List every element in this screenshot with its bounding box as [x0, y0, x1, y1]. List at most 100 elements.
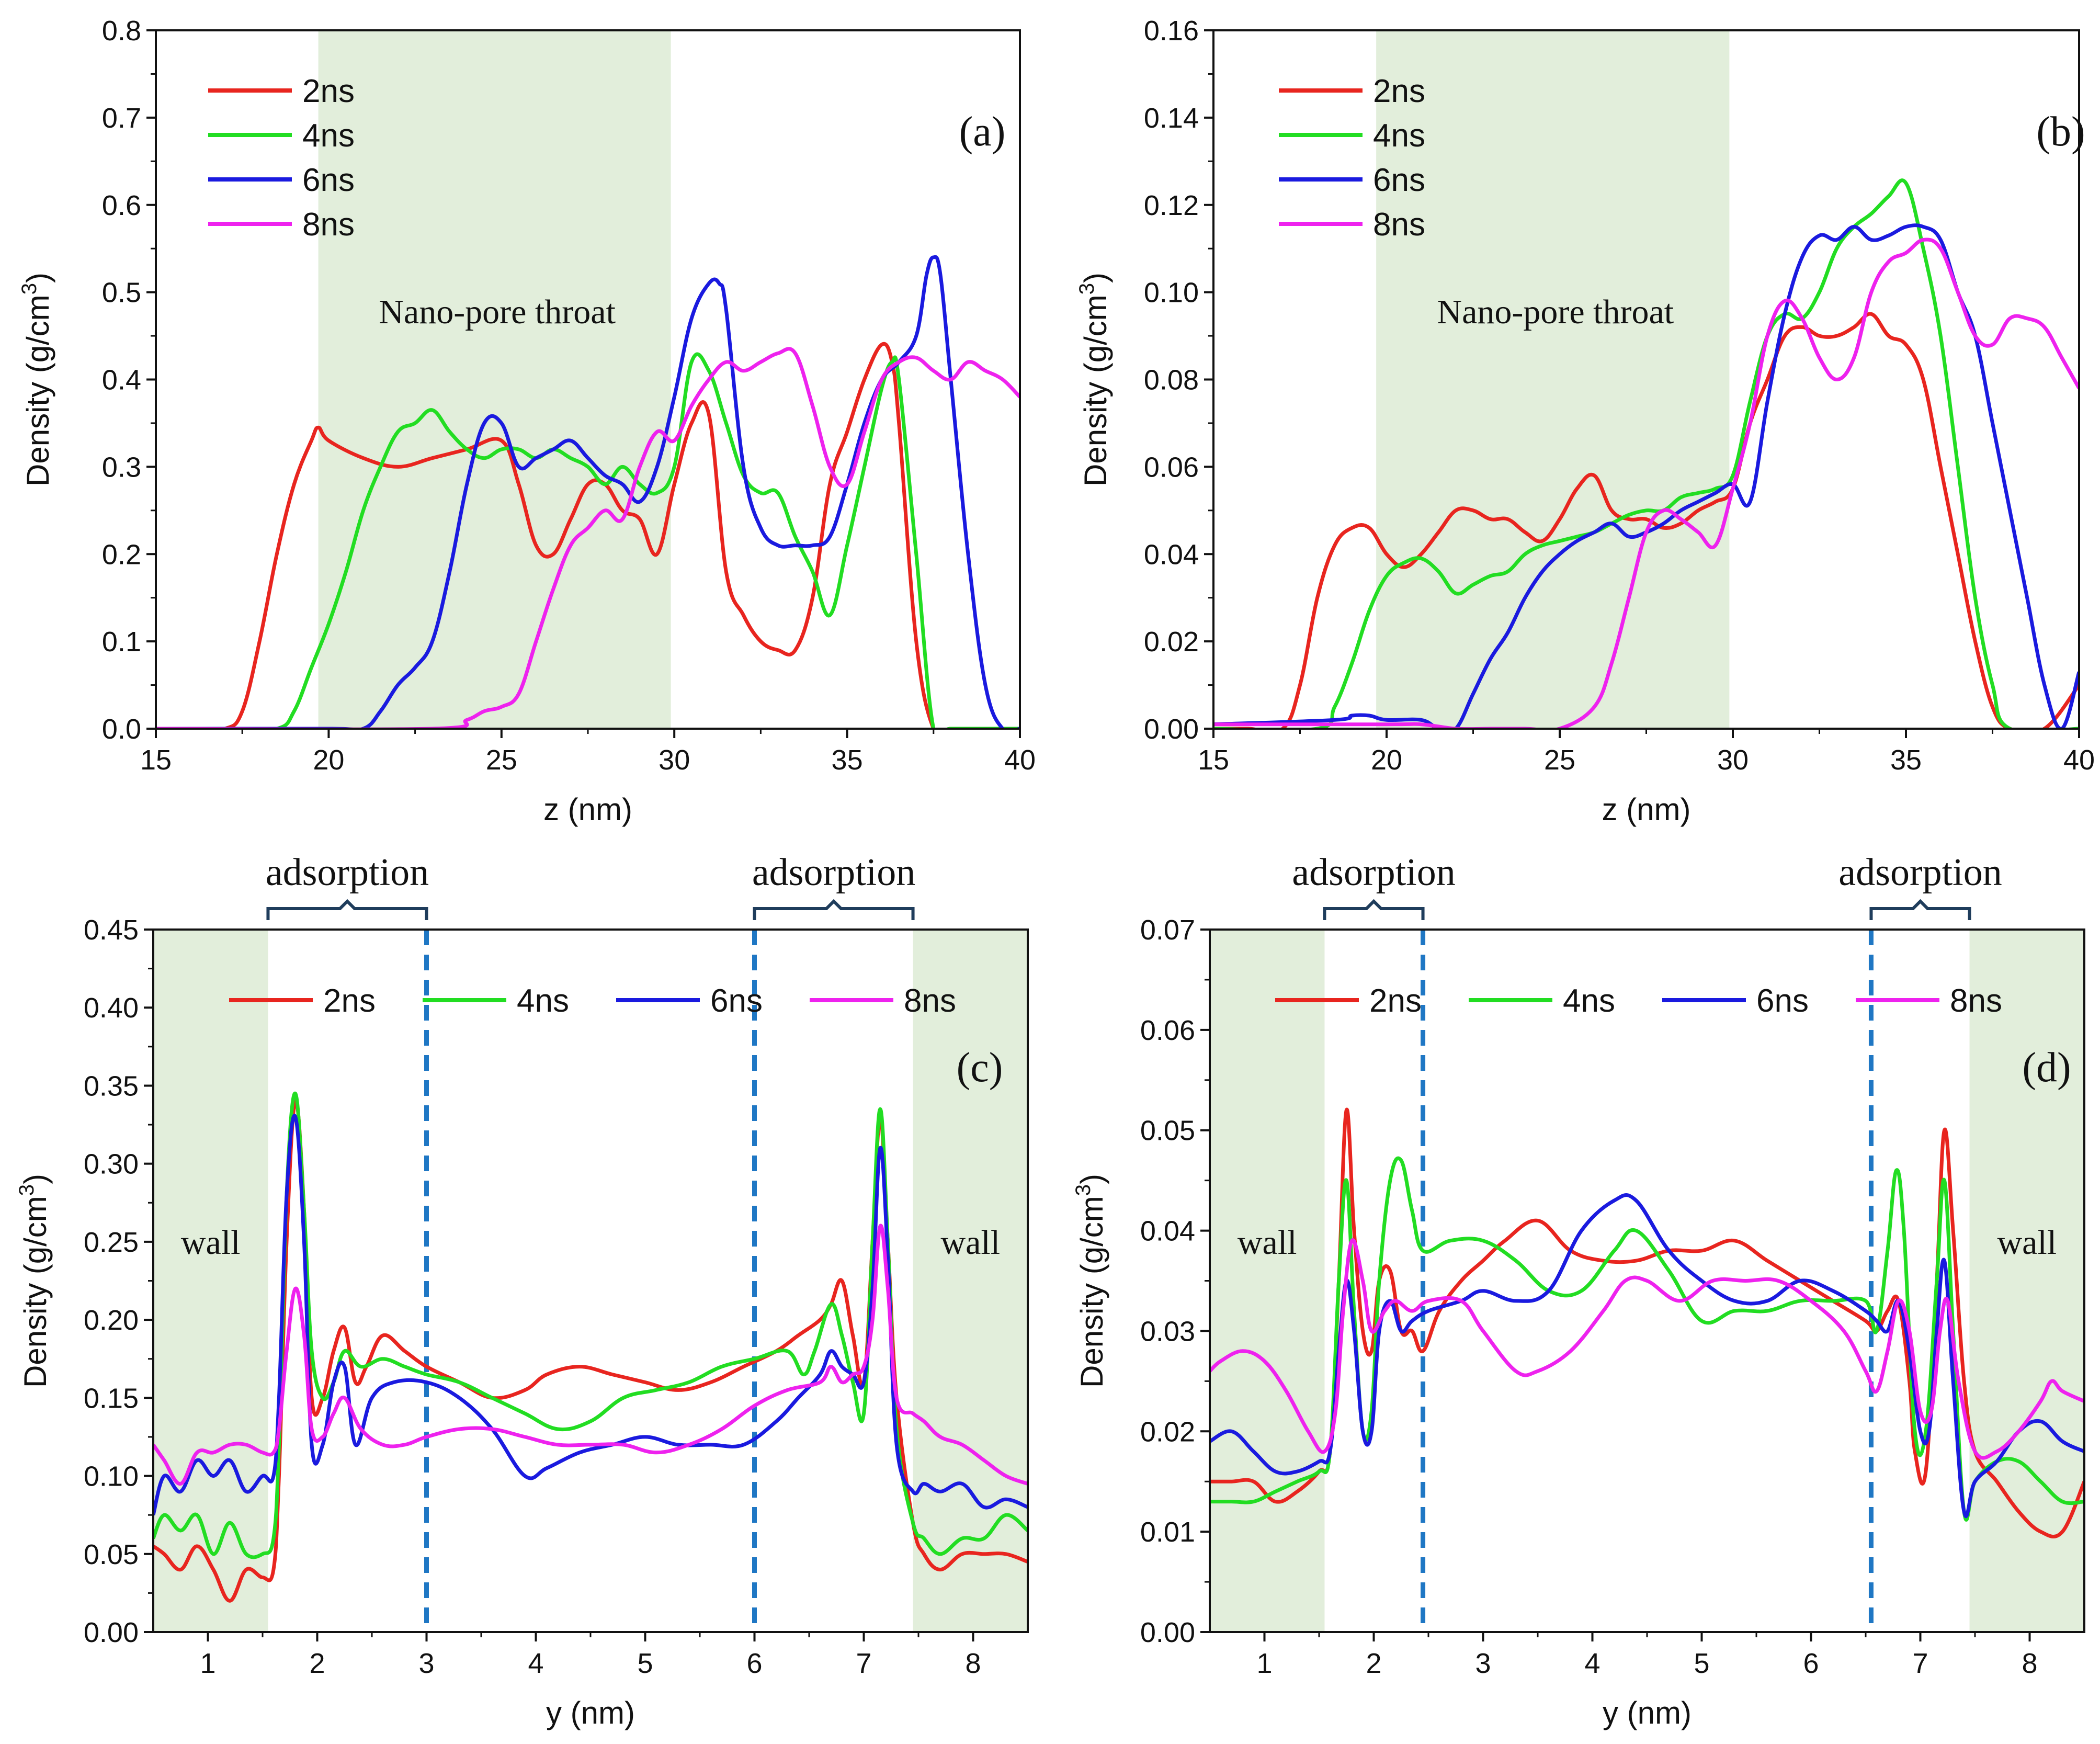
y-tick-label: 0.7	[102, 103, 141, 134]
y-tick-label: 0.02	[1140, 1416, 1195, 1447]
legend-label-8ns: 8ns	[302, 207, 355, 243]
legend-label-8ns: 8ns	[1373, 207, 1425, 243]
y-tick-label: 0.3	[102, 451, 141, 483]
legend-label-4ns: 4ns	[302, 118, 355, 154]
legend-label-2ns: 2ns	[1373, 73, 1425, 109]
y-tick-label: 0.04	[1144, 539, 1199, 570]
y-tick-label: 0.00	[1144, 714, 1199, 745]
y-tick-label: 0.20	[84, 1305, 139, 1336]
y-tick-label: 0.06	[1140, 1015, 1195, 1046]
series-line-6ns	[153, 1114, 1028, 1516]
y-axis-title: Density (g/cm3)	[1072, 1174, 1109, 1388]
y-axis-title-sup: 3	[18, 283, 41, 295]
x-tick-label: 8	[2022, 1648, 2037, 1679]
adsorption-label: adsorption	[1838, 851, 2002, 894]
series-line-2ns	[156, 342, 1020, 729]
y-axis-title-close: )	[20, 273, 55, 283]
adsorption-brace	[1869, 899, 1971, 920]
x-tick-label: 2	[309, 1648, 325, 1679]
y-tick-label: 0.03	[1140, 1316, 1195, 1347]
y-tick-label: 0.01	[1140, 1516, 1195, 1548]
wall-shade	[1969, 930, 2084, 1632]
panel-label: (b)	[2036, 109, 2085, 155]
y-tick-label: 0.07	[1140, 914, 1195, 946]
x-axis-title: z (nm)	[543, 792, 632, 827]
legend-label-6ns: 6ns	[1756, 983, 1809, 1019]
x-tick-label: 35	[832, 744, 863, 776]
x-tick-label: 20	[1371, 744, 1402, 776]
adsorption-label: adsorption	[1292, 851, 1455, 894]
y-tick-label: 0.8	[102, 15, 141, 47]
y-tick-label: 0.25	[84, 1227, 139, 1258]
legend-label-2ns: 2ns	[1369, 983, 1422, 1019]
wall-label: wall	[181, 1224, 241, 1262]
series-line-8ns	[1213, 237, 2079, 729]
adsorption-brace	[753, 899, 915, 920]
x-tick-label: 15	[1198, 744, 1229, 776]
y-axis-title-sup: 3	[1072, 1184, 1095, 1196]
y-axis-title-close: )	[1074, 1174, 1109, 1184]
y-tick-label: 0.2	[102, 539, 141, 570]
x-axis-title: y (nm)	[1603, 1695, 1692, 1730]
y-tick-label: 0.6	[102, 190, 141, 221]
x-tick-label: 40	[1004, 744, 1036, 776]
y-axis-title-base: Density (g/cm	[1078, 295, 1113, 486]
x-tick-label: 15	[140, 744, 172, 776]
y-tick-label: 0.10	[1144, 277, 1199, 309]
adsorption-label: adsorption	[266, 851, 429, 894]
throat-label: Nano-pore throat	[379, 293, 616, 331]
panel-label: (d)	[2022, 1045, 2071, 1091]
y-tick-label: 0.08	[1144, 365, 1199, 396]
x-tick-label: 30	[1717, 744, 1749, 776]
y-axis-title-close: )	[1078, 273, 1113, 283]
series-line-2ns	[153, 1099, 1028, 1603]
wall-label: wall	[1997, 1224, 2057, 1262]
x-tick-label: 2	[1366, 1648, 1381, 1679]
adsorption-brace	[1323, 899, 1425, 920]
x-tick-label: 4	[1584, 1648, 1600, 1679]
y-axis-title: Density (g/cm3)	[1075, 273, 1113, 486]
series-line-8ns	[1210, 1238, 2084, 1460]
panel-d: wall wall 1 2 3 4 5 6 7 8 0.00 0.01 0.02 0.03 0.04 0.05…	[1072, 851, 2085, 1730]
y-tick-label: 0.30	[84, 1149, 139, 1180]
wall-label: wall	[1238, 1224, 1297, 1262]
x-tick-label: 3	[1475, 1648, 1491, 1679]
series-line-4ns	[156, 352, 1020, 729]
x-axis-title: y (nm)	[546, 1695, 635, 1730]
series-line-8ns	[153, 1224, 1028, 1486]
y-tick-label: 0.00	[84, 1617, 139, 1648]
legend-label-4ns: 4ns	[1373, 118, 1425, 154]
y-tick-label: 0.5	[102, 277, 141, 309]
x-tick-label: 3	[418, 1648, 434, 1679]
throat-label: Nano-pore throat	[1437, 293, 1674, 331]
x-axis-title: z (nm)	[1602, 792, 1691, 827]
series-line-8ns	[156, 347, 1020, 729]
x-tick-label: 7	[1912, 1648, 1928, 1679]
series-line-6ns	[156, 255, 1020, 729]
x-tick-label: 25	[1544, 744, 1575, 776]
y-tick-label: 0.02	[1144, 626, 1199, 658]
y-tick-label: 0.05	[1140, 1115, 1195, 1147]
y-tick-label: 0.04	[1140, 1216, 1195, 1247]
y-axis-title-sup: 3	[15, 1184, 38, 1196]
y-tick-label: 0.35	[84, 1070, 139, 1102]
x-tick-label: 25	[486, 744, 517, 776]
series-line-2ns	[1213, 312, 2079, 729]
series-line-6ns	[1213, 223, 2079, 729]
y-axis-title-sup: 3	[1075, 283, 1098, 295]
y-tick-label: 0.0	[102, 714, 141, 745]
y-tick-label: 0.06	[1144, 451, 1199, 483]
legend-label-2ns: 2ns	[323, 983, 376, 1019]
y-tick-label: 0.45	[84, 914, 139, 946]
y-tick-label: 0.10	[84, 1461, 139, 1492]
legend-label-6ns: 6ns	[1373, 162, 1425, 198]
panel-c: wall wall 1 2 3 4 5 6 7 8 0.00 0.05 0.10 0.15 0.20 0.25…	[15, 851, 1029, 1730]
y-tick-label: 0.12	[1144, 190, 1199, 221]
panel-label: (a)	[959, 109, 1006, 155]
y-axis-title-base: Density (g/cm	[18, 1196, 53, 1388]
adsorption-label: adsorption	[752, 851, 915, 894]
y-tick-label: 0.14	[1144, 103, 1199, 134]
x-tick-label: 1	[1256, 1648, 1272, 1679]
throat-shade	[1376, 30, 1730, 729]
legend-label-8ns: 8ns	[1950, 983, 2002, 1019]
